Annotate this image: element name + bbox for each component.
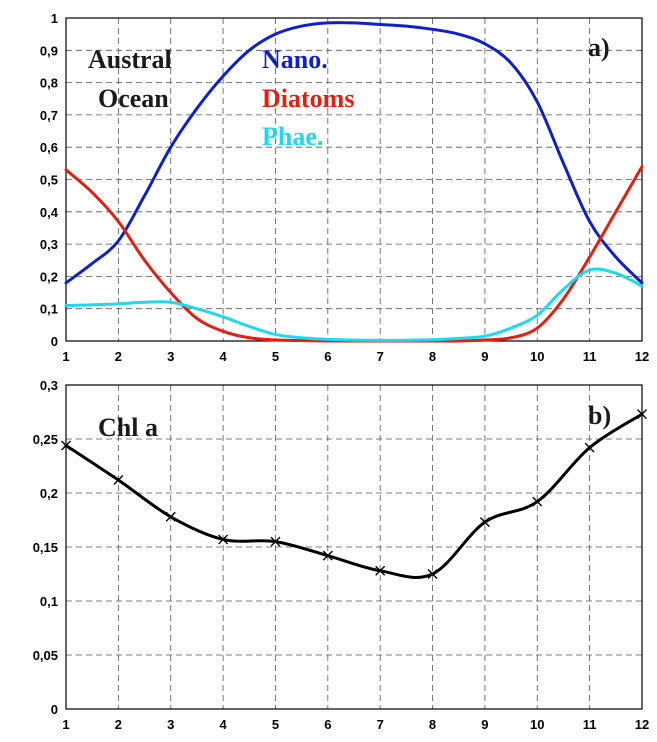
panel-a-x-tick-label: 2	[115, 349, 122, 364]
panel-a-x-tick-label: 12	[635, 349, 649, 364]
panel-b-x-tick-label: 2	[115, 717, 122, 732]
panel-b-y-tick-label: 0,25	[33, 432, 58, 447]
panel-a-x-tick-labels: 1 2 3 4 5 6 7 8 9 10 11 12	[62, 349, 649, 364]
data-point-marker	[637, 409, 647, 420]
panel-a-x-tick-label: 3	[167, 349, 174, 364]
data-point-marker	[61, 440, 71, 451]
panel-a-gridlines	[66, 18, 642, 341]
panel-a-x-tick-label: 8	[429, 349, 436, 364]
panel-a-label: a)	[588, 33, 610, 62]
panel-b-label: b)	[588, 401, 611, 430]
panel-b-x-tick-label: 1	[62, 717, 69, 732]
series-chl-a-line	[64, 412, 644, 579]
panel-b-x-tick-label: 3	[167, 717, 174, 732]
legend-nano-label: Nano.	[262, 45, 328, 74]
annotation-ocean: Ocean	[98, 84, 169, 113]
data-point-marker	[270, 536, 281, 547]
panel-a-y-tick-label: 0,6	[40, 140, 58, 155]
series-nano-line	[64, 21, 644, 285]
panel-a-y-tick-label: 1	[51, 11, 58, 26]
panel-b-y-tick-label: 0,15	[33, 540, 58, 555]
panel-a-y-tick-label: 0	[51, 334, 58, 349]
panel-b-y-tick-label: 0,05	[33, 648, 58, 663]
chl-a-label: Chl a	[98, 413, 158, 442]
annotation-austral: Austral	[88, 45, 172, 74]
panel-a-y-tick-label: 0,5	[40, 173, 58, 188]
panel-a-x-tick-label: 10	[530, 349, 544, 364]
series-diatoms-line	[64, 165, 644, 343]
panel-b-y-tick-label: 0,3	[40, 378, 58, 393]
panel-b-y-tick-label: 0,2	[40, 486, 58, 501]
panel-b-x-tick-label: 4	[219, 717, 227, 732]
panel-a-y-tick-label: 0,8	[40, 76, 58, 91]
panel-a-y-tick-labels: 0 0,1 0,2 0,3 0,4 0,5 0,6 0,7 0,8 0,9 1	[40, 11, 59, 349]
panel-a-x-tick-label: 11	[583, 349, 597, 364]
data-point-marker	[375, 565, 386, 576]
data-point-marker	[532, 496, 543, 507]
panel-b-x-tick-labels: 1 2 3 4 5 6 7 8 9 10 11 12	[62, 717, 649, 732]
panel-b-x-tick-label: 5	[272, 717, 279, 732]
panel-b-y-tick-labels: 0 0,05 0,1 0,15 0,2 0,25 0,3	[33, 378, 58, 717]
panel-b-x-tick-label: 12	[635, 717, 649, 732]
panel-b-x-tick-label: 7	[377, 717, 384, 732]
legend-phae-label: Phae.	[262, 122, 323, 151]
data-point-marker	[322, 550, 333, 561]
panel-b-x-tick-label: 6	[324, 717, 331, 732]
panel-b-x-tick-label: 8	[429, 717, 436, 732]
panel-a-series	[64, 21, 644, 343]
panel-a-x-tick-label: 5	[272, 349, 279, 364]
panel-a-y-tick-label: 0,1	[40, 302, 58, 317]
panel-a-y-tick-label: 0,2	[40, 269, 58, 284]
panel-a-y-tick-label: 0,4	[40, 205, 59, 220]
panel-a-y-tick-label: 0,7	[40, 108, 58, 123]
panel-b-frame	[65, 384, 643, 710]
panel-a-y-tick-label: 0,3	[40, 237, 58, 252]
panel-b-y-tick-label: 0	[51, 702, 58, 717]
data-point-marker	[479, 517, 490, 528]
panel-b-x-tick-label: 11	[583, 717, 597, 732]
data-point-marker	[584, 442, 595, 453]
panel-a-y-tick-label: 0,9	[40, 43, 58, 58]
legend-diatoms-label: Diatoms	[262, 84, 354, 113]
panel-b-x-tick-label: 10	[530, 717, 544, 732]
panel-b-series	[61, 409, 647, 579]
panel-b: 00,050,10,150,20,250,3 1 2 3 4 5 6 7 8 9 10 11 12 C…	[33, 378, 650, 732]
data-point-marker	[218, 534, 229, 545]
data-point-marker	[165, 511, 176, 522]
panel-a-x-tick-label: 1	[62, 349, 69, 364]
data-point-marker	[113, 475, 124, 486]
panel-b-gridlines	[66, 385, 642, 709]
panel-a-x-tick-label: 9	[481, 349, 488, 364]
panel-b-y-tick-label: 0,1	[40, 594, 58, 609]
panel-a-x-tick-label: 6	[324, 349, 331, 364]
data-point-marker	[427, 569, 438, 579]
panel-a-x-tick-label: 4	[219, 349, 227, 364]
series-phae-line	[64, 267, 644, 342]
panel-b-x-tick-label: 9	[481, 717, 488, 732]
panel-a-x-tick-label: 7	[377, 349, 384, 364]
